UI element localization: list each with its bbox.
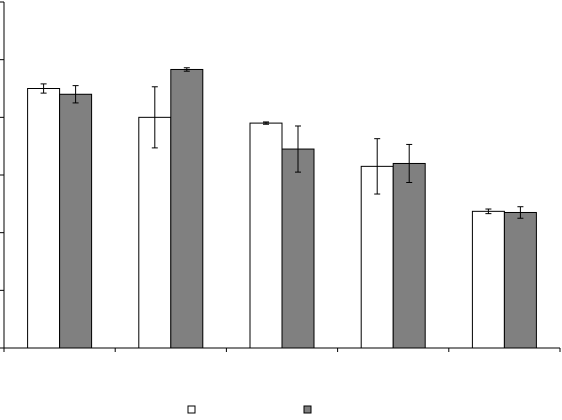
bar-series-0-cat-2 (249, 122, 283, 349)
legend-swatch-1 (303, 405, 312, 414)
legend-swatch-0 (187, 405, 196, 414)
bar-series-1-cat-1 (170, 68, 204, 349)
bar-series-0-cat-4 (471, 210, 505, 349)
chart-bars (27, 68, 537, 349)
bar-series-1-cat-3 (392, 162, 426, 349)
chart-legend (187, 405, 312, 414)
bar-series-0-cat-1 (138, 116, 172, 349)
bar-series-1-cat-2 (281, 148, 315, 349)
bar-series-0-cat-3 (360, 165, 394, 349)
bar-series-1-cat-0 (59, 93, 93, 349)
chart-error-bars (40, 67, 524, 219)
chart-axes (0, 1, 561, 352)
bar-series-0-cat-0 (27, 88, 61, 349)
bar-series-1-cat-4 (503, 211, 537, 349)
